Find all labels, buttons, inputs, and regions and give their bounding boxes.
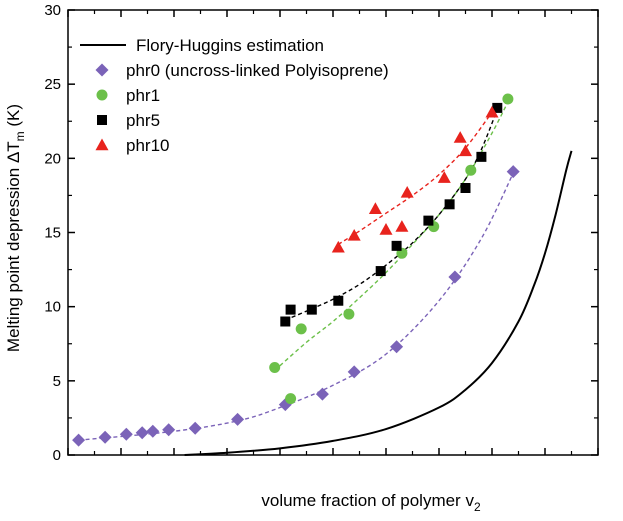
data-markers xyxy=(72,93,520,447)
point-phr10 xyxy=(331,240,345,253)
point-phr0 xyxy=(315,387,329,401)
y-tick-label: 5 xyxy=(53,373,61,390)
point-phr0 xyxy=(146,424,160,438)
y-tick-label: 30 xyxy=(44,2,61,19)
point-phr1 xyxy=(295,323,307,335)
point-phr1 xyxy=(343,308,355,320)
point-phr10 xyxy=(368,202,382,214)
point-phr0 xyxy=(231,412,245,426)
point-phr10 xyxy=(459,144,472,157)
point-phr0 xyxy=(506,165,520,179)
point-phr0 xyxy=(119,427,133,441)
point-phr5 xyxy=(391,240,402,251)
legend-phr10-marker xyxy=(95,138,109,151)
legend-flory-huggins-label: Flory-Huggins estimation xyxy=(136,36,324,55)
point-phr1 xyxy=(465,164,477,176)
flory-huggins-curve-group xyxy=(184,150,573,456)
fit-line-phr5 xyxy=(285,109,498,321)
y-tick-label: 10 xyxy=(44,299,61,316)
x-axis-label: volume fraction of polymer v2 xyxy=(261,491,481,514)
legend-phr0-label: phr0 (uncross-linked Polyisoprene) xyxy=(126,61,389,80)
point-phr0 xyxy=(162,423,176,437)
point-phr0 xyxy=(188,421,202,435)
point-phr1 xyxy=(269,361,281,373)
point-phr10 xyxy=(395,220,409,232)
point-phr5 xyxy=(285,304,296,315)
legend-phr1-marker xyxy=(96,89,108,101)
point-phr10 xyxy=(453,131,467,143)
y-tick-label: 25 xyxy=(44,76,61,93)
legend-phr0-marker xyxy=(95,63,109,77)
y-tick-label: 15 xyxy=(44,225,61,242)
point-phr10 xyxy=(347,228,361,241)
point-phr0 xyxy=(390,340,404,354)
legend-phr1-label: phr1 xyxy=(126,86,160,105)
point-phr5 xyxy=(460,183,471,193)
point-phr0 xyxy=(347,365,361,379)
point-phr10 xyxy=(379,223,393,235)
point-phr10 xyxy=(485,105,499,118)
flory-huggins-curve xyxy=(184,150,573,456)
fit-line-phr1 xyxy=(274,101,509,371)
axes: 0 5 10 15 20 25 30 xyxy=(44,2,599,464)
fit-line-phr0 xyxy=(78,172,514,441)
point-phr0 xyxy=(135,426,149,440)
y-tick-label: 20 xyxy=(44,150,61,167)
legend-phr5-label: phr5 xyxy=(126,111,160,130)
legend-phr10-label: phr10 xyxy=(126,136,169,155)
point-phr10 xyxy=(400,185,414,198)
legend: Flory-Huggins estimation phr0 (uncross-li… xyxy=(80,36,389,155)
y-axis-label: Melting point depression ΔTm (K) xyxy=(4,104,27,352)
point-phr5 xyxy=(476,151,487,162)
point-phr5 xyxy=(280,316,291,327)
point-phr5 xyxy=(423,215,434,226)
fit-line-phr10 xyxy=(337,111,493,245)
point-phr1 xyxy=(285,393,297,405)
point-phr5 xyxy=(492,102,503,113)
point-phr0 xyxy=(98,430,112,444)
point-phr5 xyxy=(333,295,344,306)
point-phr0 xyxy=(72,433,86,447)
point-phr1 xyxy=(502,93,514,105)
point-phr10 xyxy=(437,171,451,183)
point-phr5 xyxy=(444,199,455,210)
point-phr5 xyxy=(306,304,317,315)
y-tick-label: 0 xyxy=(53,447,61,464)
point-phr5 xyxy=(375,266,386,277)
fit-lines xyxy=(78,101,514,441)
legend-phr5-marker xyxy=(97,115,107,125)
point-phr0 xyxy=(448,270,462,284)
